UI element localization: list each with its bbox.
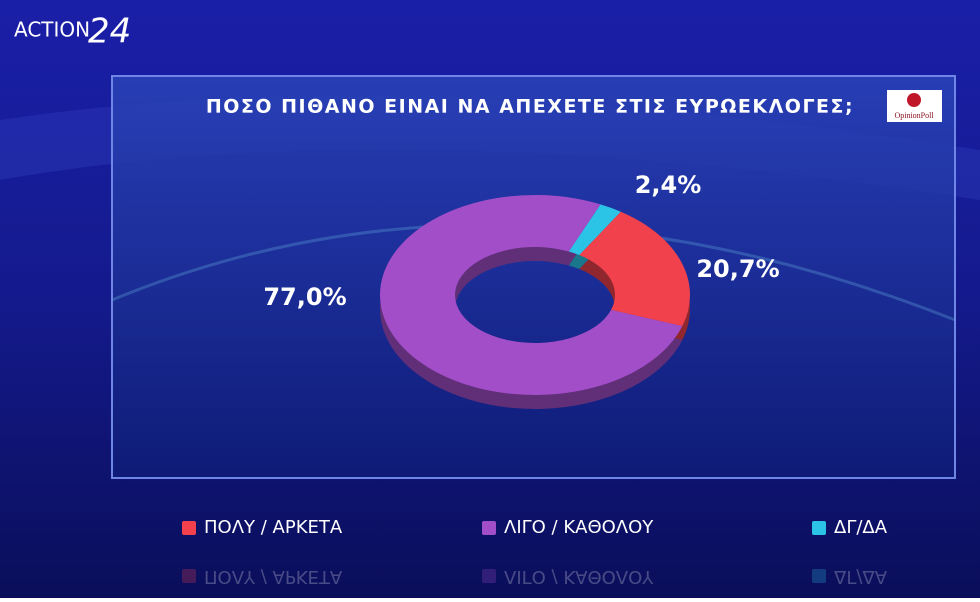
legend-swatch	[812, 521, 826, 535]
legend-reflection: ΠΟΛΥ / ΑΡΚΕΤΑ ΛΙΓΟ / ΚΑΘΟΛΟΥ ΔΓ/ΔΑ	[182, 566, 888, 587]
chart-panel	[111, 75, 956, 479]
legend-swatch	[812, 569, 826, 583]
value-label: 77,0%	[263, 283, 346, 311]
slice	[380, 194, 683, 395]
value-label: 2,4%	[635, 171, 702, 199]
legend-label: ΔΓ/ΔΑ	[834, 566, 888, 587]
legend-swatch	[482, 521, 496, 535]
chart-title: ΠΟΣΟ ΠΙΘΑΝΟ ΕΙΝΑΙ ΝΑ ΑΠΕΧΕΤΕ ΣΤΙΣ ΕΥΡΩΕΚ…	[206, 96, 854, 118]
source-logo-icon	[907, 93, 921, 107]
legend-swatch	[482, 569, 496, 583]
channel-logo: ACTION	[14, 18, 90, 42]
legend-label: ΛΙΓΟ / ΚΑΘΟΛΟΥ	[504, 517, 654, 538]
source-logo: OpinionPoll	[894, 111, 934, 120]
legend-label: ΠΟΛΥ / ΑΡΚΕΤΑ	[204, 566, 343, 587]
value-label: 20,7%	[696, 255, 779, 283]
slice	[579, 211, 690, 327]
legend-label: ΔΓ/ΔΑ	[834, 517, 888, 538]
slice	[568, 204, 621, 256]
channel-logo-number: 24	[88, 12, 131, 52]
legend-swatch	[182, 569, 196, 583]
legend-swatch	[182, 521, 196, 535]
legend-label: ΛΙΓΟ / ΚΑΘΟΛΟΥ	[504, 566, 654, 587]
legend-label: ΠΟΛΥ / ΑΡΚΕΤΑ	[204, 517, 343, 538]
